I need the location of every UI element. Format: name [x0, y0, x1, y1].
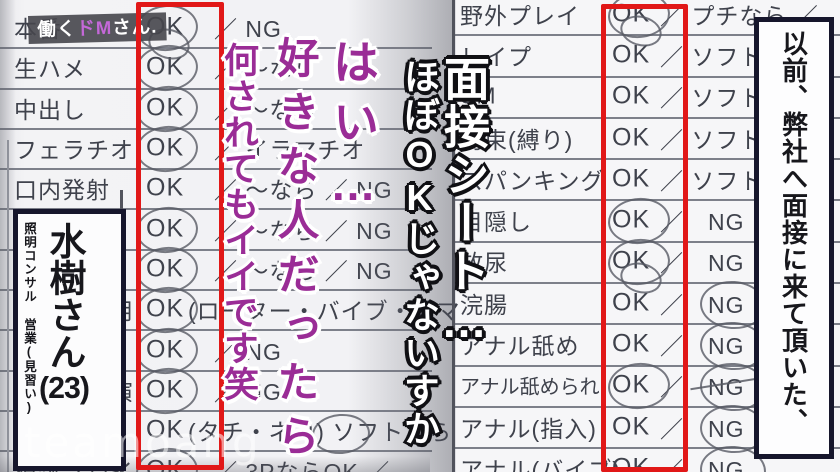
row-label: 生ハメ: [14, 56, 86, 83]
form-vertical-line: [452, 0, 455, 472]
table-row: デOK／ 〜なら ／ NG: [0, 209, 432, 251]
option-value: ／ 3PならOK ／: [214, 453, 390, 472]
profile-name-text: 水樹さん: [43, 222, 85, 370]
option-value: ／ NG: [660, 415, 745, 442]
table-row: 浣腸 OK ／ NG: [452, 282, 840, 326]
table-row: 口内発射 OK ／ 〜なら ／ NG: [0, 168, 432, 211]
table-row: OK ／ 〜なら ／ NG: [0, 249, 432, 292]
ok-value: OK: [146, 415, 185, 444]
table-row: 中出し OK ／ 〜なら: [0, 88, 432, 130]
option-value: (タチ・ネコ) ソフトなら: [188, 419, 453, 446]
row-label: 野外プレイ: [460, 2, 580, 29]
option-value: ／ 〜なら ／ NG: [214, 257, 393, 284]
quote-text-column-1: はい…: [327, 38, 379, 224]
ok-value: OK: [146, 93, 185, 122]
table-row: アナル舐められ OK ／ NG: [452, 365, 840, 408]
watermark: teamoang: [24, 418, 262, 467]
option-value: ／ NG: [660, 374, 745, 401]
ok-value: OK: [612, 329, 651, 358]
quote-text-column-3: 何されてもイイです笑: [219, 42, 258, 402]
side-note-box: 以前、弊社へ面接に来て頂いた、: [754, 17, 834, 459]
table-row: 目隠し OK ／ NG: [452, 200, 840, 243]
option-value: ／ NG: [214, 378, 282, 405]
ok-value: OK: [146, 335, 185, 364]
ok-value: OK: [612, 164, 651, 193]
option-value: ／ イラマチオ: [214, 137, 366, 164]
highlight-frame-right-ok-column: [601, 4, 688, 472]
row-label: 中出し: [14, 96, 86, 123]
ok-value: OK: [612, 412, 651, 441]
row-label: アナル(指入): [460, 415, 597, 442]
ok-value: OK: [146, 173, 185, 202]
profile-occupation: 照明コンサル 営業(見習い): [22, 222, 36, 416]
row-label: 浣腸: [460, 291, 508, 318]
ok-value: OK: [146, 375, 185, 404]
option-value: ／ NG: [214, 338, 282, 365]
row-label: アナル舐められ: [460, 376, 600, 399]
row-label: フェラチオ: [14, 137, 134, 164]
profile-box-inner: 水樹さん(23) 照明コンサル 営業(見習い): [18, 214, 93, 466]
option-value: (ローター・バイブ・電マ: [188, 298, 461, 325]
row-label: 放尿: [460, 250, 508, 277]
highlight-frame-left-ok-column: [136, 2, 224, 470]
form-vertical-line: [7, 140, 9, 472]
row-label: 目隠し: [460, 209, 532, 236]
option-value: ／ NG: [660, 333, 745, 360]
option-value: ／ 〜なら ／ NG: [214, 217, 393, 244]
table-row: 用OK(ローター・バイブ・電マ: [0, 289, 460, 332]
ok-value: OK: [612, 40, 651, 69]
option-value: ／ 〜なら ／ NG: [214, 177, 393, 204]
quote-text-column-2: 好きな人だったら: [272, 36, 319, 468]
headline-column-2: ほぼOKじゃないすか: [399, 58, 440, 448]
option-value: ／ 〜なら: [214, 96, 318, 123]
option-value: ／ NG: [660, 291, 745, 318]
ok-value: OK: [612, 81, 651, 110]
option-value: ／ NG: [660, 209, 745, 236]
table-row: 生ハメ OK ／ 〜なら: [0, 47, 432, 90]
profile-name: 水樹さん(23): [39, 222, 90, 462]
row-label: スパンキング: [460, 167, 605, 194]
ok-value: OK: [146, 52, 185, 81]
ok-value: OK: [612, 288, 651, 317]
row-label: レイプ: [460, 43, 532, 70]
table-row: アナル舐め OK ／ NG: [452, 323, 840, 367]
table-row: フェラチオ OK ／ イラマチオ: [0, 128, 432, 171]
profile-age: (23): [39, 372, 90, 405]
row-label: アナル舐め: [460, 333, 580, 360]
ok-value: OK: [146, 254, 185, 283]
ok-value: OK: [146, 214, 185, 243]
side-note-text: 以前、弊社へ面接に来て頂いた、: [778, 30, 809, 435]
ok-value: OK: [612, 205, 651, 234]
table-row: アナル(指入) OK ／ NG: [452, 406, 840, 450]
profile-box: 水樹さん(23) 照明コンサル 営業(見習い): [13, 209, 126, 471]
table-row: OK ／ NG: [0, 329, 432, 372]
badge-text: 働く: [37, 17, 77, 40]
headline-column-1: 面接シート…: [438, 55, 490, 349]
ok-value: OK: [146, 133, 185, 162]
row-label: SM: [460, 82, 497, 109]
ok-value: OK: [146, 294, 185, 323]
row-label: アナル(バイブ): [460, 456, 621, 472]
table-row: 放尿 OK ／ NG: [452, 241, 840, 285]
row-label: 拘束(縛り): [460, 126, 574, 153]
ok-value: OK: [612, 246, 651, 275]
table-row: OK (タチ・ネコ) ソフトなら: [0, 410, 451, 453]
ok-value: OK: [612, 370, 651, 399]
ok-value: OK: [612, 123, 651, 152]
option-value: ／ 〜なら: [214, 56, 318, 83]
badge-text-highlight: ドM: [76, 16, 113, 39]
row-label: 口内発射: [14, 177, 110, 204]
option-value: ／ NG: [214, 16, 282, 43]
option-value: ／ NG: [660, 250, 745, 277]
